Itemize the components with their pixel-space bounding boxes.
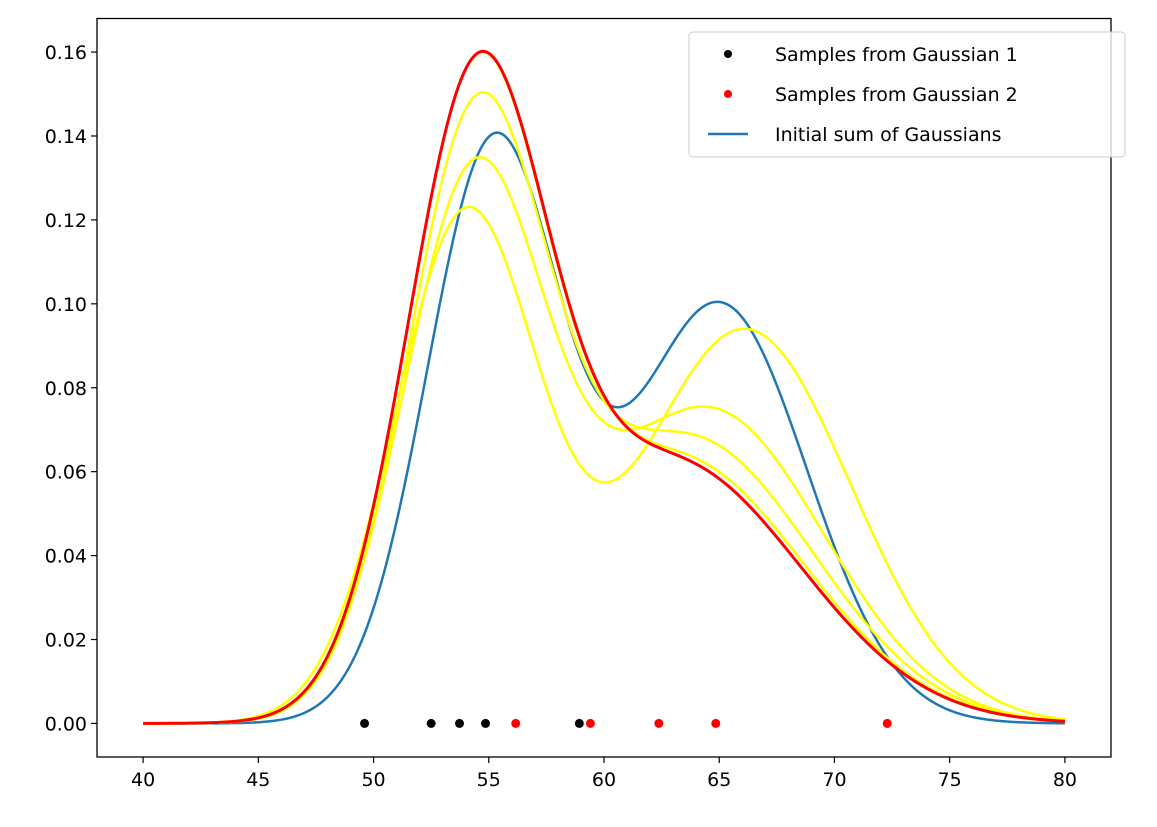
- y-tick-label: 0.04: [45, 546, 87, 568]
- x-tick-label: 70: [822, 769, 846, 791]
- legend-label-gaussian-1: Samples from Gaussian 1: [775, 44, 1018, 66]
- x-tick-label: 55: [477, 769, 501, 791]
- x-tick-label: 75: [938, 769, 962, 791]
- curves: [143, 49, 1066, 725]
- sample-point-gaussian-2: [711, 718, 721, 728]
- sample-point-gaussian-1: [574, 718, 584, 728]
- y-tick-label: 0.06: [45, 462, 87, 484]
- y-tick-label: 0.16: [45, 42, 87, 64]
- y-tick-label: 0.14: [45, 126, 87, 148]
- sample-points: [360, 718, 892, 728]
- sample-point-gaussian-2: [882, 718, 892, 728]
- y-axis: 0.00 0.02 0.04 0.06 0.08 0.10 0.12 0.14 0.16: [45, 42, 97, 735]
- legend: Samples from Gaussian 1 Samples from Gau…: [688, 31, 1126, 158]
- curve-iteration-2: [143, 155, 1065, 725]
- legend-box: [688, 31, 1126, 158]
- sample-point-gaussian-2: [654, 718, 664, 728]
- x-tick-label: 50: [361, 769, 385, 791]
- sample-point-gaussian-2: [511, 718, 521, 728]
- curve-iteration-5: [143, 49, 1065, 725]
- curve-iteration-3: [143, 91, 1065, 725]
- legend-label-gaussian-2: Samples from Gaussian 2: [775, 84, 1018, 106]
- x-tick-label: 45: [246, 769, 270, 791]
- sample-point-gaussian-1: [360, 718, 370, 728]
- y-tick-label: 0.10: [45, 294, 87, 316]
- legend-label-initial-sum: Initial sum of Gaussians: [775, 124, 1002, 146]
- legend-marker-gaussian-2: [724, 90, 732, 98]
- sample-point-gaussian-2: [585, 718, 595, 728]
- x-tick-label: 40: [131, 769, 155, 791]
- sample-point-gaussian-1: [455, 718, 465, 728]
- sample-point-gaussian-1: [426, 718, 436, 728]
- x-tick-label: 80: [1053, 769, 1077, 791]
- curve-iteration-1: [143, 205, 1066, 725]
- x-axis: 40 45 50 55 60 65 70 75 80: [131, 757, 1077, 791]
- legend-marker-gaussian-1: [724, 50, 732, 58]
- y-tick-label: 0.00: [45, 713, 87, 735]
- y-tick-label: 0.12: [45, 210, 87, 232]
- y-tick-label: 0.08: [45, 378, 87, 400]
- y-tick-label: 0.02: [45, 630, 87, 652]
- x-tick-label: 60: [592, 769, 616, 791]
- x-tick-label: 65: [707, 769, 731, 791]
- sample-point-gaussian-1: [481, 718, 491, 728]
